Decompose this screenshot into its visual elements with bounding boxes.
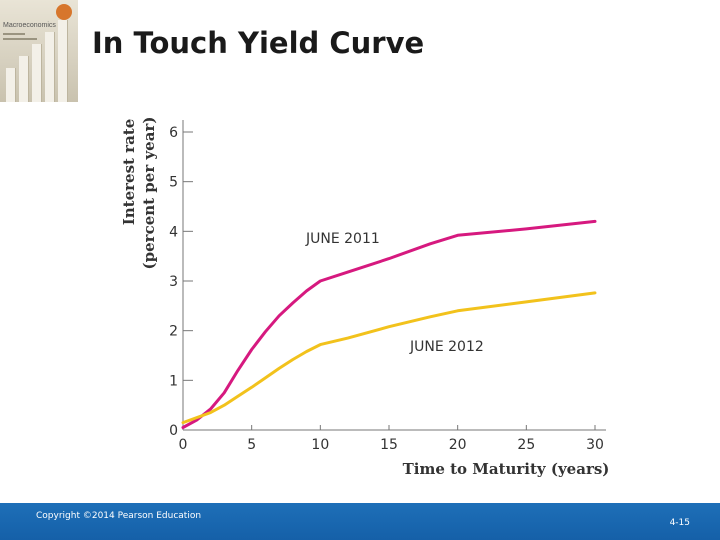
series-label-2: JUNE 2012 (409, 339, 484, 355)
y-axis-label-line-1: Interest rate (120, 119, 138, 226)
y-tick-label: 0 (169, 423, 178, 439)
x-tick-label: 15 (380, 437, 398, 453)
yield-curve-chart: 0 5 10 15 20 25 30 0 1 2 3 4 5 6 Time to Maturity (yea… (120, 117, 610, 478)
page-number: 4-15 (669, 518, 690, 528)
x-axis-label: Time to Maturity (years) (403, 460, 610, 478)
book-badge-icon (56, 4, 72, 20)
page-title: In Touch Yield Curve (92, 26, 425, 60)
x-tick-label: 25 (517, 437, 535, 453)
y-tick-label: 2 (169, 324, 178, 340)
y-tick-label: 1 (169, 373, 178, 389)
y-tick-label: 3 (169, 274, 178, 290)
x-tick-label: 30 (586, 437, 604, 453)
book-cover-title: Macroeconomics (3, 22, 56, 29)
copyright-text: Copyright ©2014 Pearson Education (36, 511, 202, 521)
book-cover-image: Macroeconomics (0, 0, 78, 102)
x-tick-label: 0 (179, 437, 188, 453)
x-tick-label: 10 (311, 437, 329, 453)
y-tick-label: 5 (169, 175, 178, 191)
y-tick-label: 4 (169, 224, 178, 240)
footer-bar: Copyright ©2014 Pearson Education 4-15 (0, 503, 720, 540)
series-label-1: JUNE 2011 (305, 231, 380, 247)
series-line-1 (181, 219, 597, 429)
x-tick-label: 5 (247, 437, 256, 453)
y-tick-label: 6 (169, 125, 178, 141)
x-tick-label: 20 (449, 437, 467, 453)
series-line-2 (181, 291, 597, 425)
y-axis-label-line-2: (percent per year) (140, 117, 158, 270)
